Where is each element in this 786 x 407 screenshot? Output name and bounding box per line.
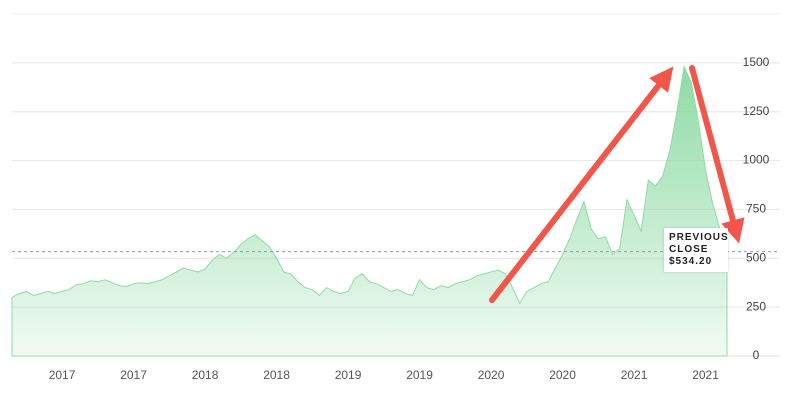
y-tick-label: 0 xyxy=(753,348,760,362)
previous-close-box: PREVIOUS CLOSE $534.20 xyxy=(664,227,729,272)
y-tick-label: 500 xyxy=(746,250,766,264)
x-tick-label: 2020 xyxy=(549,368,576,382)
x-tick-label: 2017 xyxy=(49,368,76,382)
x-tick-label: 2018 xyxy=(192,368,219,382)
y-tick-label: 750 xyxy=(746,202,766,216)
x-tick-label: 2021 xyxy=(692,368,719,382)
y-tick-label: 250 xyxy=(746,299,766,313)
arrow-up xyxy=(489,66,674,303)
y-tick-label: 1250 xyxy=(743,104,770,118)
y-tick-label: 1000 xyxy=(743,153,770,167)
y-tick-label: 1500 xyxy=(743,55,770,69)
x-tick-label: 2018 xyxy=(263,368,290,382)
x-tick-label: 2021 xyxy=(621,368,648,382)
x-tick-label: 2020 xyxy=(478,368,505,382)
previous-close-label: PREVIOUS CLOSE xyxy=(669,231,729,255)
x-tick-label: 2019 xyxy=(335,368,362,382)
price-area xyxy=(11,65,728,357)
arrow-down xyxy=(689,65,745,244)
x-tick-label: 2017 xyxy=(120,368,147,382)
x-tick-label: 2019 xyxy=(406,368,433,382)
previous-close-value: $534.20 xyxy=(669,255,713,267)
